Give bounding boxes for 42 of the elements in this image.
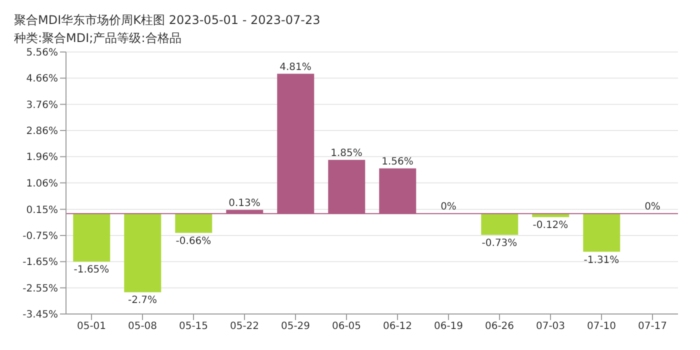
bar xyxy=(73,214,110,262)
x-tick-label: 05-29 xyxy=(280,321,310,332)
y-tick-label: -1.65% xyxy=(22,257,58,268)
data-label: 0% xyxy=(644,202,660,213)
x-tick-label: 05-01 xyxy=(76,321,106,332)
data-label: 0% xyxy=(440,202,456,213)
bar xyxy=(583,214,620,252)
x-tick-label: 06-05 xyxy=(332,321,362,332)
y-tick-label: 0.15% xyxy=(26,204,58,216)
bar xyxy=(124,214,162,292)
data-label: -1.65% xyxy=(74,264,110,276)
x-tick-label: 05-15 xyxy=(178,321,208,332)
data-label: 4.81% xyxy=(280,62,312,73)
y-tick-label: -2.55% xyxy=(22,283,58,294)
data-label: 0.13% xyxy=(228,198,260,209)
y-tick-label: 2.86% xyxy=(26,126,58,138)
data-label: -0.73% xyxy=(482,238,518,249)
data-label: -2.7% xyxy=(128,295,158,306)
x-tick-label: 05-08 xyxy=(128,321,158,332)
y-tick-label: 3.76% xyxy=(26,100,58,111)
y-tick-label: 1.06% xyxy=(26,178,58,190)
data-label: -0.12% xyxy=(532,220,568,232)
data-label: -1.31% xyxy=(584,254,620,266)
y-tick-label: -3.45% xyxy=(22,310,58,321)
bar xyxy=(175,214,212,233)
bar xyxy=(481,214,518,235)
y-tick-label: -0.75% xyxy=(22,231,58,242)
x-tick-label: 07-17 xyxy=(638,321,668,332)
chart-subtitle: 种类:聚合MDI;产品等级:合格品 xyxy=(14,30,182,47)
x-tick-label: 06-26 xyxy=(484,321,514,332)
y-tick-label: 1.96% xyxy=(26,152,58,164)
y-tick-label: 4.66% xyxy=(26,74,58,85)
data-label: 1.56% xyxy=(382,156,414,168)
data-label: 1.85% xyxy=(330,148,362,159)
y-tick-label: 5.56% xyxy=(26,48,58,59)
x-tick-label: 05-22 xyxy=(230,321,260,332)
x-tick-label: 07-03 xyxy=(536,321,566,332)
x-tick-label: 07-10 xyxy=(586,321,616,332)
data-label: -0.66% xyxy=(176,236,212,247)
x-tick-label: 06-12 xyxy=(382,321,412,332)
x-tick-label: 06-19 xyxy=(434,321,464,332)
chart-title: 聚合MDI华东市场价周K柱图 2023-05-01 - 2023-07-23 xyxy=(14,12,320,29)
